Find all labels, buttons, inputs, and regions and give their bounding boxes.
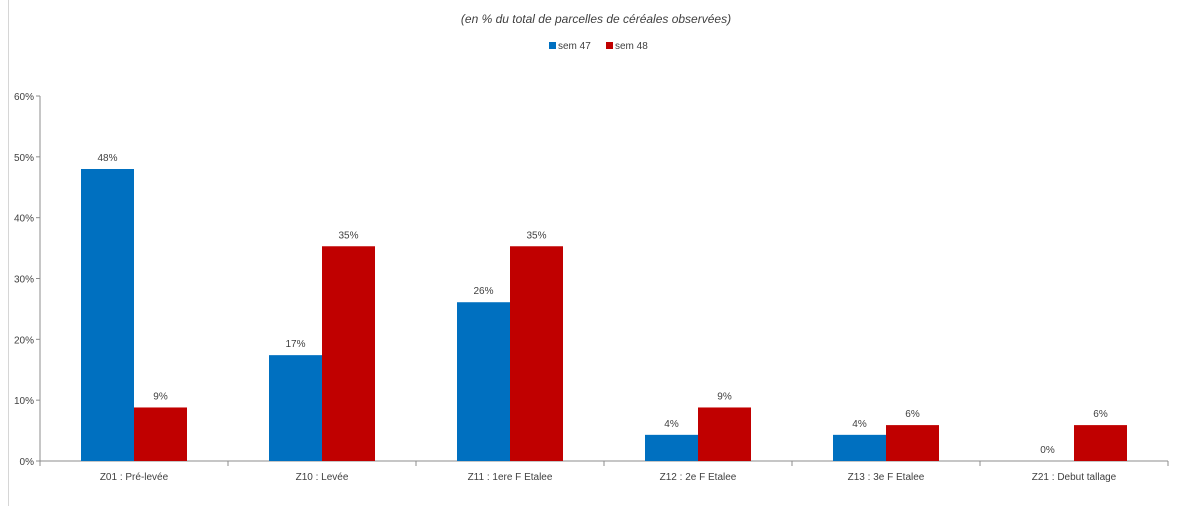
data-label-sem-48: 9%: [153, 391, 168, 402]
legend-label-sem-47: sem 47: [558, 41, 591, 52]
bar-sem-47-z10-levee: [269, 355, 322, 461]
data-label-sem-47: 0%: [1040, 445, 1055, 456]
y-tick-label: 40%: [14, 214, 34, 225]
legend-swatch-sem-47: [549, 42, 556, 49]
x-tick-label: Z13 : 3e F Etalee: [848, 472, 925, 483]
x-axis: Z01 : Pré-levée Z10 : Levée Z11 : 1ere F E…: [39, 460, 1169, 483]
data-label-sem-47: 26%: [473, 286, 493, 297]
data-label-sem-47: 4%: [664, 419, 679, 430]
data-label-sem-47: 48%: [97, 153, 117, 164]
y-tick-label: 30%: [14, 275, 34, 286]
bar-sem-47-z13-3e-f-etalee: [833, 434, 886, 461]
legend-label-sem-48: sem 48: [615, 41, 648, 52]
x-tick-label: Z11 : 1ere F Etalee: [468, 472, 553, 483]
x-tick-label: Z01 : Pré-levée: [100, 472, 169, 483]
y-tick-label: 50%: [14, 153, 34, 164]
bar-sem-48-z10-levee: [322, 246, 375, 461]
data-label-sem-48: 35%: [338, 230, 358, 241]
bar-sem-48-z21-debut-tallage: [1074, 425, 1127, 461]
y-axis: 0% 10% 20% 30% 40% 50% 60%: [14, 92, 41, 468]
x-tick-label: Z21 : Debut tallage: [1032, 472, 1117, 483]
bars: [81, 169, 1127, 461]
data-label-sem-48: 35%: [526, 230, 546, 241]
y-tick-label: 60%: [14, 92, 34, 103]
x-tick-label: Z10 : Levée: [296, 472, 349, 483]
legend: sem 47 sem 48: [549, 41, 648, 52]
data-label-sem-48: 6%: [905, 409, 920, 420]
data-label-sem-47: 4%: [852, 419, 867, 430]
bar-sem-48-z01-pre-levee: [134, 407, 187, 461]
y-tick-label: 10%: [14, 396, 34, 407]
data-label-sem-48: 6%: [1093, 409, 1108, 420]
data-label-sem-48: 9%: [717, 391, 732, 402]
x-tick-label: Z12 : 2e F Etalee: [660, 472, 737, 483]
legend-swatch-sem-48: [606, 42, 613, 49]
y-tick-label: 0%: [20, 457, 35, 468]
data-labels: 48% 17% 26% 4% 4% 0% 9% 35% 35% 9% 6% 6%: [97, 153, 1107, 456]
bar-sem-48-z12-2e-f-etalee: [698, 407, 751, 461]
chart-subtitle: (en % du total de parcelles de céréales …: [461, 12, 731, 26]
bar-sem-48-z13-3e-f-etalee: [886, 425, 939, 461]
bar-sem-47-z01-pre-levee: [81, 169, 134, 461]
left-divider: [8, 0, 9, 506]
bar-sem-48-z11-1ere-f-etalee: [510, 246, 563, 461]
bar-sem-47-z12-2e-f-etalee: [645, 434, 698, 461]
data-label-sem-47: 17%: [285, 339, 305, 350]
bar-sem-47-z11-1ere-f-etalee: [457, 302, 510, 461]
y-tick-label: 20%: [14, 335, 34, 346]
